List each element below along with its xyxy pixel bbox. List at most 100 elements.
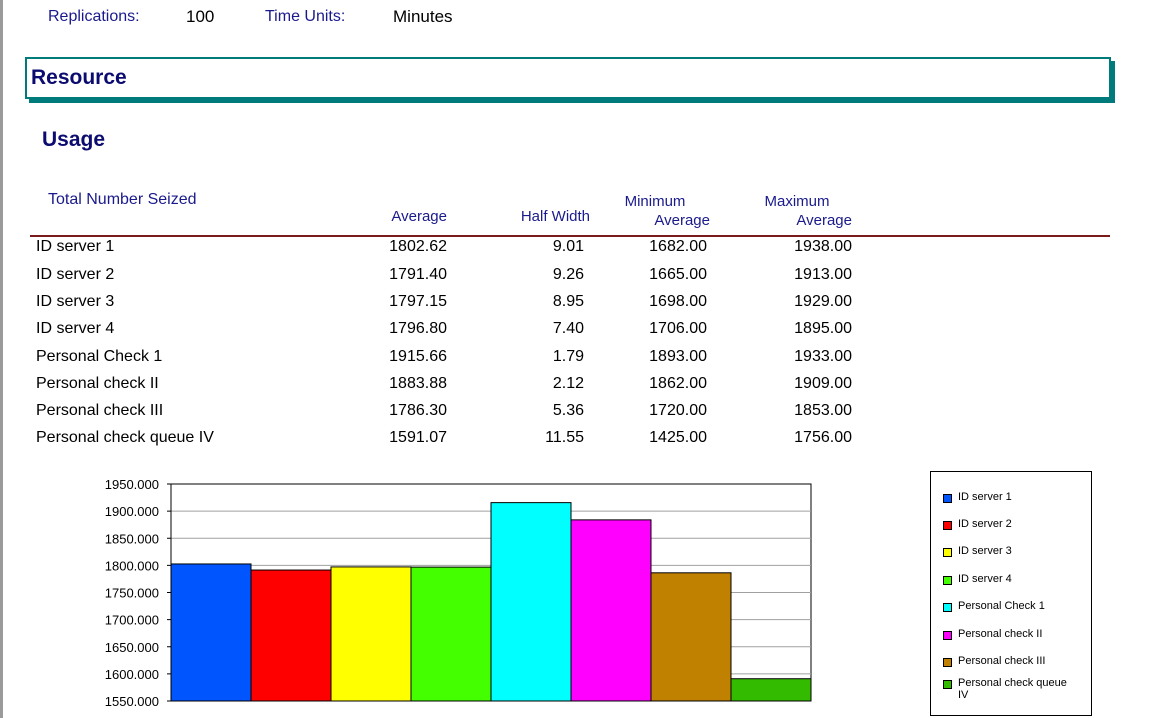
y-tick-label: 1950.000	[105, 477, 159, 492]
legend-swatch	[943, 631, 952, 640]
row-average: 1797.15	[389, 293, 447, 310]
legend-swatch	[943, 548, 952, 557]
table-row: ID server 1 1802.62 9.01 1682.00 1938.00	[0, 238, 1161, 265]
col-header-min-line1: Minimum	[624, 193, 686, 210]
time-units-label: Time Units:	[265, 8, 346, 25]
bar	[170, 563, 252, 702]
row-half-width: 9.01	[552, 238, 584, 255]
bar	[730, 678, 812, 702]
row-half-width: 7.40	[552, 320, 584, 337]
replications-label: Replications:	[48, 8, 140, 25]
legend-swatch	[943, 680, 952, 689]
subsection-title: Usage	[42, 128, 106, 151]
y-tick-label: 1850.000	[105, 531, 159, 546]
bar	[250, 569, 332, 702]
row-max: 1909.00	[794, 375, 852, 392]
row-min: 1665.00	[649, 266, 707, 283]
legend-label: ID server 3	[958, 545, 1012, 557]
row-min: 1862.00	[649, 375, 707, 392]
row-half-width: 5.36	[552, 402, 584, 419]
legend-swatch	[943, 603, 952, 612]
y-tick-label: 1600.000	[105, 667, 159, 682]
row-average: 1786.30	[389, 402, 447, 419]
legend-swatch	[943, 494, 952, 503]
legend-swatch	[943, 576, 952, 585]
row-half-width: 2.12	[552, 375, 584, 392]
row-max: 1938.00	[794, 238, 852, 255]
legend-label: Personal check II	[958, 628, 1043, 640]
row-name: Personal Check 1	[36, 348, 163, 365]
section-header-box: Resource	[25, 57, 1111, 99]
y-tick-label: 1700.000	[105, 613, 159, 628]
table-row: ID server 2 1791.40 9.26 1665.00 1913.00	[0, 266, 1161, 293]
row-average: 1802.62	[389, 238, 447, 255]
y-tick-label: 1650.000	[105, 640, 159, 655]
table-row: Personal Check 1 1915.66 1.79 1893.00 19…	[0, 348, 1161, 375]
table-row: Personal check II 1883.88 2.12 1862.00 1…	[0, 375, 1161, 402]
col-header-half-width: Half Width	[520, 208, 590, 225]
legend-label: Personal check queue IV	[958, 677, 1067, 701]
bar	[570, 519, 652, 702]
col-header-min-average: Minimum Average	[600, 192, 710, 230]
y-tick-label: 1550.000	[105, 694, 159, 709]
row-name: ID server 1	[36, 238, 115, 255]
y-tick-label: 1900.000	[105, 504, 159, 519]
y-tick-label: 1800.000	[105, 558, 159, 573]
legend-label: ID server 2	[958, 518, 1012, 530]
row-name: ID server 4	[36, 320, 115, 337]
bar	[490, 502, 572, 702]
row-min: 1720.00	[649, 402, 707, 419]
row-max: 1853.00	[794, 402, 852, 419]
row-name: ID server 3	[36, 293, 115, 310]
row-half-width: 9.26	[552, 266, 584, 283]
row-half-width: 11.55	[545, 429, 584, 446]
row-half-width: 1.79	[552, 348, 584, 365]
bar	[410, 566, 492, 702]
table-row: ID server 3 1797.15 8.95 1698.00 1929.00	[0, 293, 1161, 320]
row-min: 1425.00	[649, 429, 707, 446]
row-average: 1591.07	[389, 429, 447, 446]
table-row: Personal check queue IV 1591.07 11.55 14…	[0, 429, 1161, 456]
usage-bar-chart: 1950.000 1900.000 1850.000 1800.000 1750.000…	[105, 477, 812, 709]
col-header-max-line2: Average	[796, 212, 852, 229]
col-header-average: Average	[391, 208, 447, 225]
row-min: 1706.00	[649, 320, 707, 337]
row-name: Personal check III	[36, 402, 164, 419]
col-header-min-line2: Average	[654, 212, 710, 229]
time-units-value: Minutes	[393, 7, 453, 26]
legend-label: Personal Check 1	[958, 600, 1045, 612]
row-min: 1893.00	[649, 348, 707, 365]
legend-swatch	[943, 658, 952, 667]
chart-legend: ID server 1 ID server 2 ID server 3 ID serv…	[930, 471, 1092, 716]
row-max: 1895.00	[794, 320, 852, 337]
row-name: Personal check II	[36, 375, 159, 392]
legend-label: Personal check III	[958, 655, 1046, 667]
legend-label: ID server 1	[958, 491, 1012, 503]
table-caption: Total Number Seized	[48, 191, 197, 208]
col-header-max-average: Maximum Average	[742, 192, 852, 230]
col-header-max-line1: Maximum	[764, 193, 830, 210]
left-border	[0, 0, 3, 718]
row-average: 1915.66	[389, 348, 447, 365]
row-min: 1682.00	[649, 238, 707, 255]
row-min: 1698.00	[649, 293, 707, 310]
row-name: Personal check queue IV	[36, 429, 214, 446]
row-average: 1883.88	[389, 375, 447, 392]
section-title: Resource	[31, 66, 127, 89]
row-name: ID server 2	[36, 266, 115, 283]
row-max: 1929.00	[794, 293, 852, 310]
table-row: ID server 4 1796.80 7.40 1706.00 1895.00	[0, 320, 1161, 347]
row-average: 1791.40	[389, 266, 447, 283]
legend-swatch	[943, 521, 952, 530]
legend-label: ID server 4	[958, 573, 1012, 585]
bar	[650, 572, 732, 702]
row-max: 1913.00	[794, 266, 852, 283]
row-max: 1756.00	[794, 429, 852, 446]
row-half-width: 8.95	[552, 293, 584, 310]
row-average: 1796.80	[389, 320, 447, 337]
y-tick-label: 1750.000	[105, 586, 159, 601]
table-row: Personal check III 1786.30 5.36 1720.00 …	[0, 402, 1161, 429]
row-max: 1933.00	[794, 348, 852, 365]
replications-value: 100	[186, 7, 215, 26]
bar	[330, 566, 412, 702]
